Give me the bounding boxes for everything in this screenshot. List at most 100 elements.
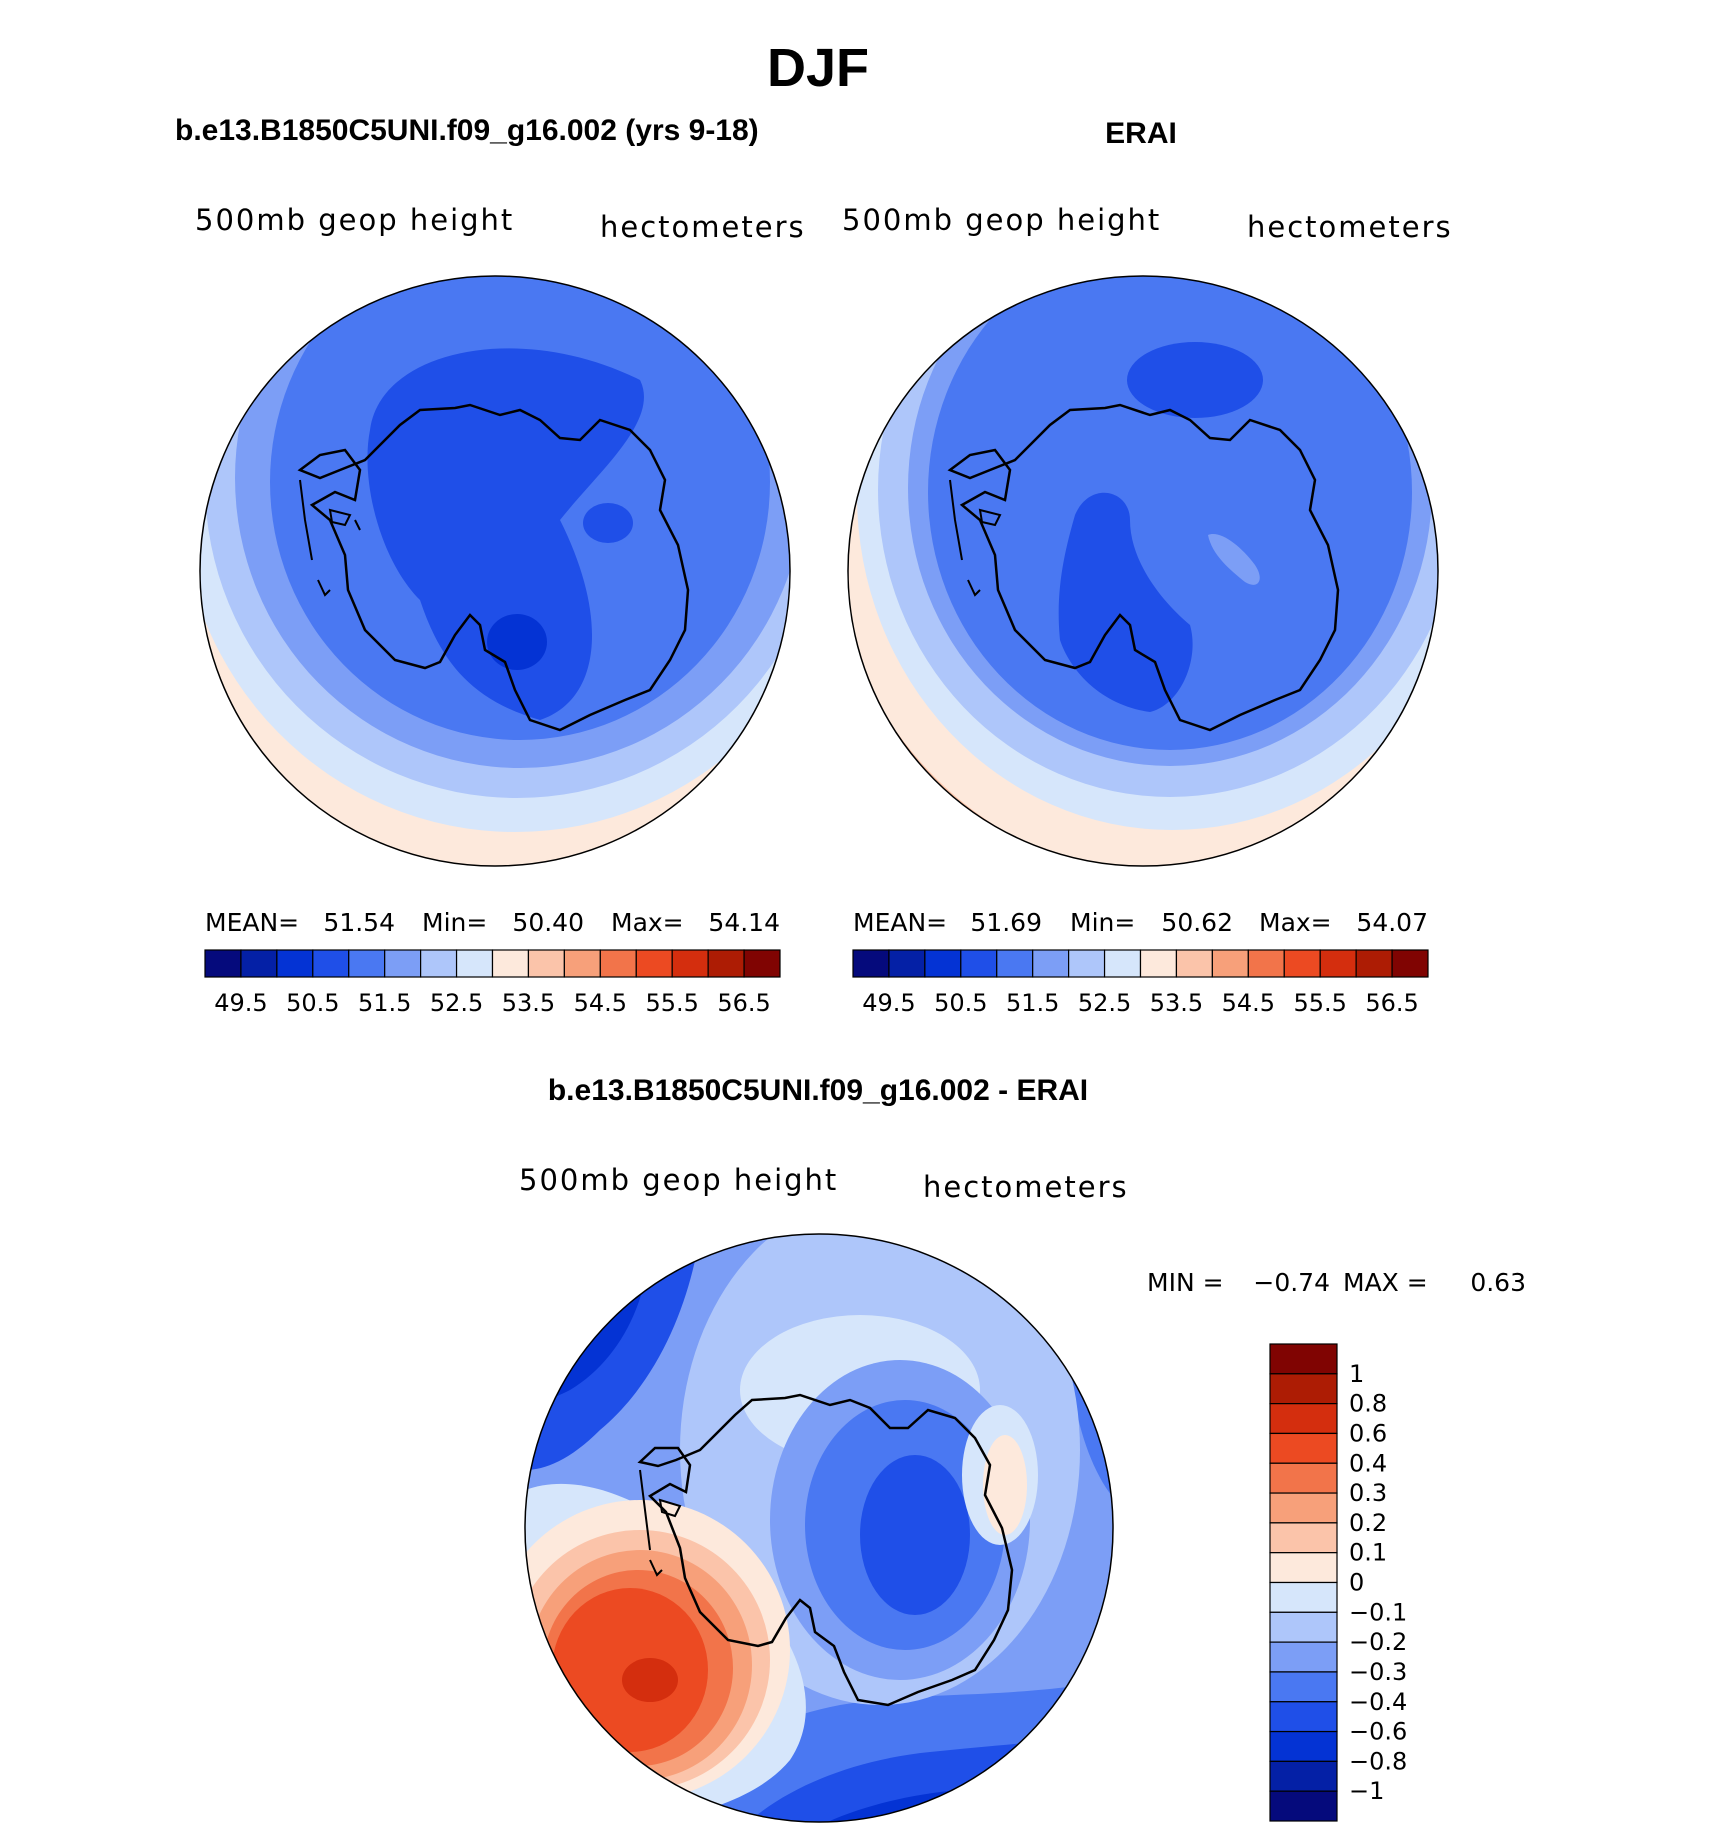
colorbar-tick-label: 0.2 (1349, 1509, 1387, 1537)
figure-title: DJF (767, 38, 869, 98)
colorbar-swatch (1269, 1522, 1338, 1554)
panel-model: b.e13.B1850C5UNI.f09_g16.002 (yrs 9-18) … (175, 114, 806, 1017)
colorbar-swatch (1283, 949, 1321, 978)
colorbar-tick-label: 53.5 (1150, 989, 1203, 1017)
colorbar-swatch (384, 949, 422, 978)
colorbar-swatch (635, 949, 673, 978)
colorbar-diff: 10.80.60.40.30.20.10−0.1−0.2−0.3−0.4−0.6… (1269, 1343, 1407, 1822)
contour-fill (367, 348, 644, 720)
stat-value: 54.14 (708, 908, 780, 937)
stat-label: Min= (1070, 908, 1135, 937)
stat-value: 50.62 (1161, 908, 1233, 937)
panel-erai-map (848, 276, 1438, 866)
colorbar-tick-label: 51.5 (358, 989, 411, 1017)
colorbar-swatch (420, 949, 458, 978)
colorbar-tick-label: 50.5 (934, 989, 987, 1017)
colorbar-tick-label: 0.4 (1349, 1449, 1387, 1477)
colorbar-swatch (888, 949, 926, 978)
colorbar-swatch (1319, 949, 1357, 978)
panel-diff-title: b.e13.B1850C5UNI.f09_g16.002 - ERAI (548, 1074, 1088, 1107)
panel-diff-field-label: 500mb geop height (519, 1163, 838, 1197)
colorbar-swatch (1211, 949, 1249, 978)
panel-model-field-label: 500mb geop height (195, 203, 514, 237)
stat-value: 51.69 (970, 908, 1042, 937)
map-border (524, 1233, 1114, 1823)
contour-fill (487, 614, 547, 670)
stat-value: −0.74 (1253, 1268, 1330, 1297)
colorbar-tick-label: 56.5 (717, 989, 770, 1017)
colorbar-tick-label: −0.3 (1349, 1658, 1407, 1686)
stat-label: MAX = (1343, 1268, 1428, 1297)
colorbar-tick-label: 0 (1349, 1569, 1364, 1597)
panel-erai: ERAI 500mb geop height hectometers MEAN=… (842, 117, 1453, 1017)
colorbar-swatch (1103, 949, 1142, 978)
colorbar-swatch (455, 949, 494, 978)
stat-label: Max= (611, 908, 684, 937)
colorbar-model: 49.5 50.5 51.5 52.5 53.5 54.5 55.5 56.5 (204, 949, 781, 1017)
stat-value: 51.54 (323, 908, 395, 937)
colorbar-swatch (563, 949, 601, 978)
colorbar-swatch (1269, 1462, 1338, 1494)
colorbar-swatch (240, 949, 278, 978)
panel-erai-units: hectometers (1247, 210, 1453, 244)
colorbar-swatch (1269, 1730, 1338, 1762)
colorbar-tick-label: 54.5 (574, 989, 627, 1017)
map-border (847, 275, 1439, 867)
colorbar-swatch (1269, 1701, 1338, 1733)
colorbar-tick-label: 0.8 (1349, 1390, 1387, 1418)
colorbar-swatch (527, 949, 565, 978)
coastline (637, 1393, 1014, 1707)
panel-model-units: hectometers (600, 210, 806, 244)
stat-value: 50.40 (512, 908, 584, 937)
panel-diff-units: hectometers (923, 1170, 1129, 1204)
colorbar-swatch (743, 949, 781, 978)
colorbar-swatch (1355, 949, 1393, 978)
colorbar-swatch (1269, 1373, 1338, 1405)
colorbar-tick-label: −0.2 (1349, 1628, 1407, 1656)
panel-erai-field-label: 500mb geop height (842, 203, 1161, 237)
colorbar-tick-label: 53.5 (502, 989, 555, 1017)
colorbar-tick-label: 0.6 (1349, 1419, 1387, 1447)
contour-fill (860, 1455, 970, 1615)
colorbar-swatch (491, 949, 530, 978)
colorbar-tick-label: 55.5 (645, 989, 698, 1017)
stat-label: MEAN= (205, 908, 299, 937)
coastline (299, 479, 361, 597)
colorbar-swatch (1269, 1671, 1338, 1703)
colorbar-swatch (1269, 1790, 1338, 1822)
colorbar-swatch (1269, 1492, 1338, 1524)
stat-value: 54.07 (1356, 908, 1428, 937)
coastline (297, 403, 690, 732)
colorbar-swatch (707, 949, 745, 978)
colorbar-swatch (1247, 949, 1285, 978)
colorbar-swatch (1139, 949, 1178, 978)
colorbar-tick-label: 0.1 (1349, 1539, 1387, 1567)
stat-label: MIN = (1147, 1268, 1224, 1297)
colorbar-swatch (996, 949, 1034, 978)
colorbar-swatch (1269, 1552, 1338, 1584)
colorbar-swatch (599, 949, 637, 978)
colorbar-swatch (1068, 949, 1106, 978)
colorbar-swatch (276, 949, 314, 978)
coastline (947, 403, 1340, 732)
colorbar-tick-label: −0.1 (1349, 1598, 1407, 1626)
stat-label: Min= (422, 908, 487, 937)
colorbar-tick-label: 56.5 (1365, 989, 1418, 1017)
coastline (639, 1469, 682, 1577)
map-border (199, 275, 791, 867)
stat-label: MEAN= (853, 908, 947, 937)
contour-fill (928, 276, 1412, 750)
panel-diff-map (525, 1234, 1113, 1822)
colorbar-tick-label: 51.5 (1006, 989, 1059, 1017)
colorbar-swatch (1032, 949, 1070, 978)
colorbar-swatch (1175, 949, 1213, 978)
colorbar-swatch (312, 949, 350, 978)
panel-diff: b.e13.B1850C5UNI.f09_g16.002 - ERAI 500m… (519, 1074, 1526, 1823)
colorbar-tick-label: 1 (1349, 1360, 1364, 1388)
colorbar-tick-label: −0.4 (1349, 1688, 1407, 1716)
colorbar-swatch (1269, 1403, 1338, 1435)
colorbar-swatch (960, 949, 998, 978)
colorbar-swatch (1391, 949, 1429, 978)
colorbar-tick-label: 54.5 (1222, 989, 1275, 1017)
